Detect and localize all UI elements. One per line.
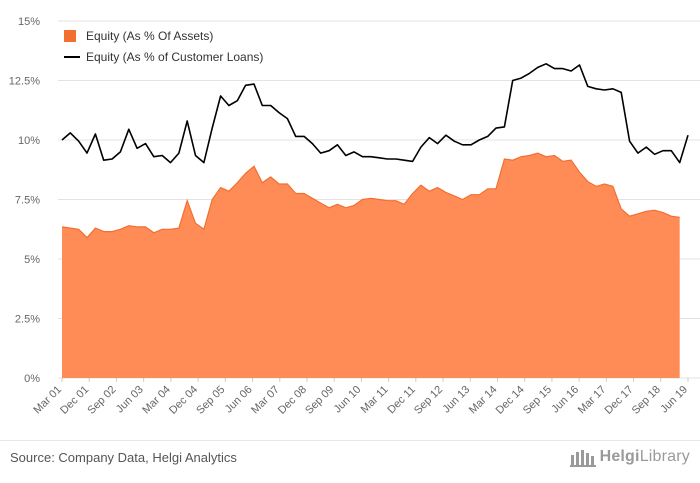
x-tick-label: Sep 09 [303, 384, 336, 417]
series-area-equity-assets[interactable] [62, 153, 680, 378]
x-tick-label: Jun 06 [223, 384, 255, 416]
x-tick-label: Mar 01 [31, 384, 64, 417]
x-tick-label: Sep 15 [521, 384, 554, 417]
x-tick-label: Dec 14 [494, 384, 527, 417]
x-tick-label: Jun 19 [658, 384, 690, 416]
legend-label-equity-assets[interactable]: Equity (As % Of Assets) [86, 29, 213, 43]
y-tick-label: 10% [18, 135, 40, 147]
y-axis-ticks: 15% 12.5% 10% 7.5% 5% 2.5% 0% [9, 16, 40, 385]
x-tick-label: Dec 17 [603, 384, 636, 417]
legend-label-equity-loans[interactable]: Equity (As % of Customer Loans) [86, 50, 263, 64]
y-tick-label: 5% [24, 254, 40, 266]
series-layer [61, 62, 689, 378]
y-tick-label: 2.5% [15, 314, 40, 326]
y-tick-label: 12.5% [9, 76, 40, 88]
brand-name-bold: Helgi [599, 448, 640, 465]
y-tick-label: 0% [24, 373, 40, 385]
legend-swatch-equity-assets [64, 30, 76, 42]
y-tick-label: 7.5% [15, 195, 40, 207]
y-tick-label: 15% [18, 16, 40, 28]
x-tick-label: Mar 14 [467, 384, 500, 417]
x-tick-label: Sep 12 [412, 384, 445, 417]
source-note: Source: Company Data, Helgi Analytics [10, 450, 237, 465]
library-building-icon [569, 450, 596, 467]
x-tick-label: Mar 17 [576, 384, 609, 417]
legend: Equity (As % Of Assets) Equity (As % of … [64, 29, 263, 64]
brand-logo[interactable]: HelgiLibrary [569, 447, 690, 467]
x-tick-label: Dec 01 [58, 384, 91, 417]
x-tick-label: Dec 04 [167, 384, 200, 417]
x-tick-label: Sep 05 [194, 384, 227, 417]
x-tick-label: Dec 08 [276, 384, 309, 417]
brand-name: HelgiLibrary [600, 448, 690, 466]
x-tick-label: Jun 13 [441, 384, 473, 416]
footer-divider [0, 440, 700, 441]
x-tick-label: Sep 18 [630, 384, 663, 417]
x-tick-label: Jun 16 [549, 384, 581, 416]
x-tick-label: Mar 07 [249, 384, 282, 417]
x-tick-label: Dec 11 [385, 384, 418, 417]
x-tick-label: Sep 02 [85, 384, 118, 417]
x-tick-label: Jun 10 [332, 384, 364, 416]
x-tick-label: Mar 04 [140, 384, 173, 417]
brand-name-light: Library [639, 448, 690, 465]
series-line-equity-loans[interactable] [61, 62, 689, 164]
x-tick-label: Jun 03 [114, 384, 146, 416]
x-tick-label: Mar 11 [359, 384, 391, 416]
series-area-outline [61, 152, 680, 239]
